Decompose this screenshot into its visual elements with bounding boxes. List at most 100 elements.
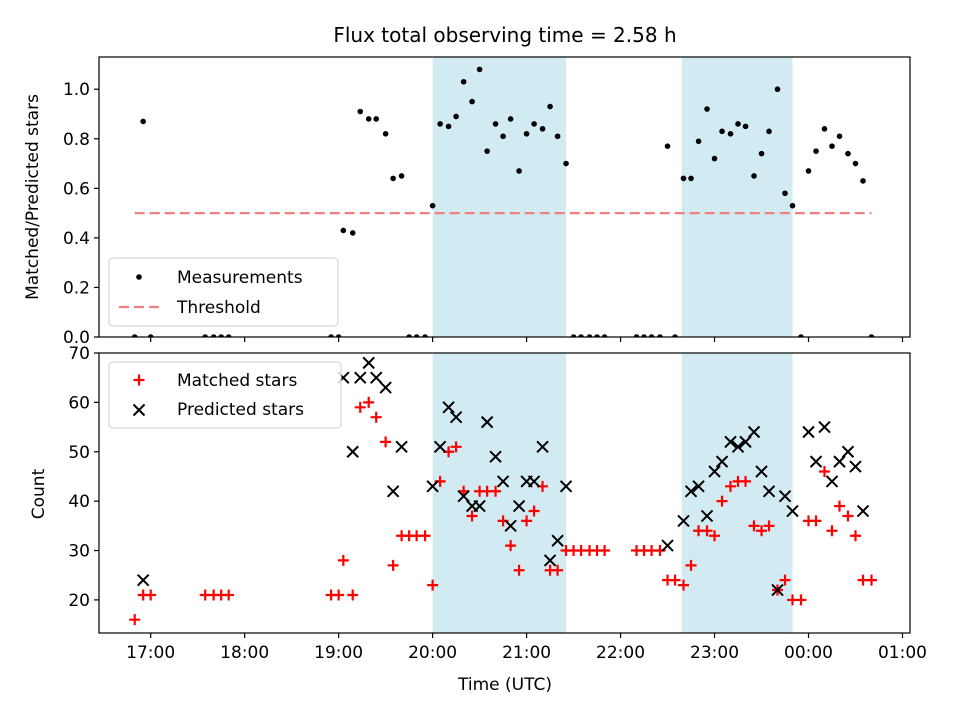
measurement-point xyxy=(868,334,875,337)
y-tick-label: 30 xyxy=(68,542,90,562)
measurement-point xyxy=(373,116,380,122)
y-tick-label: 0.6 xyxy=(63,179,90,199)
measurement-point xyxy=(539,126,546,132)
matched-star-point xyxy=(865,574,877,586)
matched-star-point xyxy=(387,559,399,571)
predicted-star-point xyxy=(715,455,729,468)
measurement-point xyxy=(335,334,342,337)
matched-star-point xyxy=(505,540,517,552)
x-tick-label: 22:00 xyxy=(596,643,645,663)
measurement-point xyxy=(578,334,584,337)
predicted-star-point xyxy=(457,490,470,503)
measurement-point xyxy=(664,143,671,150)
x-tick-label: 18:00 xyxy=(220,643,269,663)
y-tick-label: 1.0 xyxy=(63,80,90,100)
predicted-star-point xyxy=(559,480,573,493)
measurement-point xyxy=(460,78,467,85)
matched-star-point xyxy=(223,589,235,601)
measurement-point xyxy=(695,138,702,145)
measurement-point xyxy=(500,133,506,140)
matched-star-point xyxy=(842,510,854,522)
ratio-legend: Measurements Threshold xyxy=(108,257,339,327)
predicted-star-point xyxy=(386,485,400,498)
matched-star-point xyxy=(826,525,838,537)
chart-title: Flux total observing time = 2.58 h xyxy=(333,23,676,47)
predicted-star-point xyxy=(833,455,846,468)
legend-box xyxy=(108,257,339,327)
matched-star-point xyxy=(552,564,564,576)
ratio-y-axis-label: Matched/Predicted stars xyxy=(23,94,43,300)
predicted-star-point xyxy=(504,519,517,533)
predicted-star-point xyxy=(809,455,823,468)
predicted-star-point xyxy=(771,583,784,597)
matched-star-point xyxy=(725,480,737,492)
measurement-point xyxy=(704,106,710,112)
matched-star-point xyxy=(370,411,382,423)
predicted-star-point xyxy=(489,450,502,463)
predicted-star-point xyxy=(849,460,862,473)
measurement-point xyxy=(672,334,678,337)
legend-matched-label: Matched stars xyxy=(177,371,297,391)
predicted-star-point xyxy=(786,504,799,518)
measurement-point xyxy=(821,126,828,132)
measurement-point xyxy=(688,175,694,182)
predicted-star-point xyxy=(739,435,752,449)
predicted-star-point xyxy=(778,490,792,503)
plot-area xyxy=(131,57,875,337)
matched-star-point xyxy=(740,475,752,487)
matched-star-point xyxy=(466,510,478,522)
measurement-point xyxy=(563,160,569,167)
measurement-point xyxy=(680,175,687,182)
predicted-star-point xyxy=(527,475,541,488)
measurement-point xyxy=(586,334,593,337)
measurement-point xyxy=(751,173,757,179)
measurement-point xyxy=(140,118,146,125)
predicted-star-point xyxy=(818,420,831,434)
predicted-star-point xyxy=(395,440,408,454)
matched-star-point xyxy=(748,520,760,532)
predicted-star-point xyxy=(755,465,768,478)
predicted-star-point xyxy=(346,445,359,458)
matched-star-point xyxy=(145,589,157,601)
x-tick-label: 21:00 xyxy=(502,643,551,663)
measurement-point xyxy=(719,128,725,135)
measurement-point xyxy=(147,334,154,337)
matched-star-point xyxy=(701,525,713,537)
measurement-point xyxy=(516,168,522,174)
matched-star-point xyxy=(818,466,830,478)
legend-box xyxy=(108,361,342,429)
observing-window-0 xyxy=(432,57,567,337)
measurement-point xyxy=(131,334,138,337)
matched-star-point xyxy=(669,574,681,586)
predicted-star-point xyxy=(856,504,870,518)
predicted-star-point xyxy=(473,499,486,513)
measurement-point xyxy=(789,202,796,209)
measurement-point xyxy=(413,334,420,337)
predicted-star-point xyxy=(442,401,455,414)
matched-star-point xyxy=(521,515,533,527)
axes-frame xyxy=(98,56,911,338)
series-measurements xyxy=(131,66,875,337)
measurement-point xyxy=(836,133,843,140)
measurement-point xyxy=(805,168,812,174)
matched-star-point xyxy=(716,495,728,507)
predicted-star-point xyxy=(354,371,367,384)
ratio-panel: 0.0 0.2 0.4 0.6 0.8 1.0 Measurements Threshold xyxy=(63,56,911,348)
measurement-point xyxy=(349,230,356,236)
predicted-star-point xyxy=(661,539,674,552)
predicted-star-point xyxy=(480,415,494,429)
matched-star-point xyxy=(528,505,540,517)
x-tick-label: 19:00 xyxy=(314,643,363,663)
y-tick-label: 20 xyxy=(68,591,90,611)
measurement-point xyxy=(365,116,372,122)
x-tick-label: 17:00 xyxy=(126,643,175,663)
matched-star-point xyxy=(810,515,822,527)
measurement-point xyxy=(429,202,436,209)
y-tick-label: 0.8 xyxy=(63,130,90,150)
measurement-point xyxy=(570,334,577,337)
predicted-star-point xyxy=(512,499,526,513)
measurement-point xyxy=(758,150,765,157)
series-matched-stars xyxy=(129,396,877,626)
measurement-point xyxy=(633,334,640,337)
measurement-point xyxy=(340,227,347,234)
